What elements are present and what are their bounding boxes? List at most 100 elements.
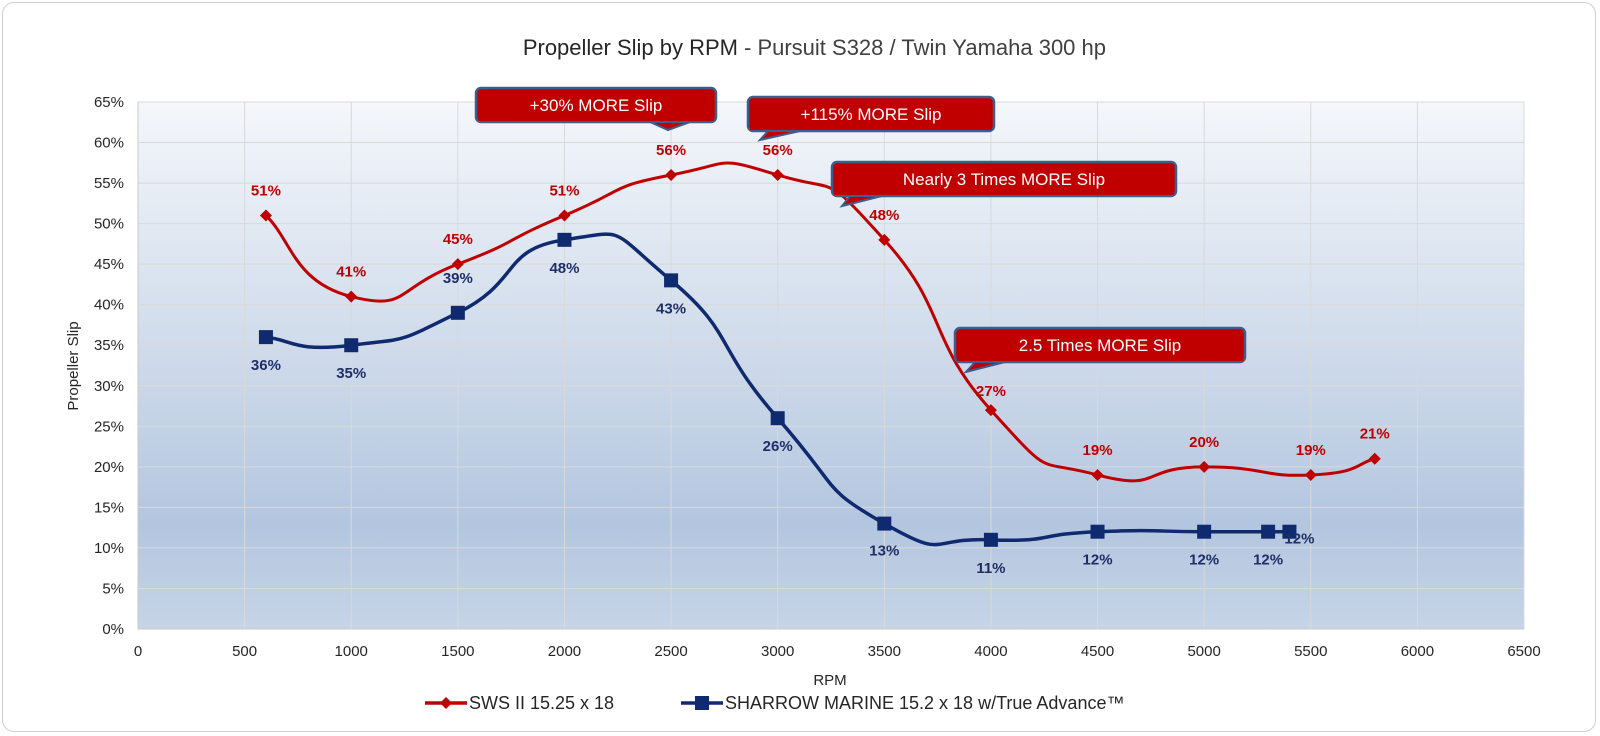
callout-text: +115% MORE Slip: [801, 105, 942, 124]
callout-box: 2.5 Times MORE Slip: [953, 326, 1247, 374]
legend-swatch-sws-marker: [440, 697, 452, 709]
chart-title-main: Propeller Slip by RPM: [523, 35, 738, 60]
legend-swatch-sharrow-marker: [695, 696, 709, 710]
series-layer: [258, 161, 1381, 547]
y-tick-label: 35%: [94, 337, 124, 354]
callout-text: +30% MORE Slip: [530, 96, 663, 115]
data-label: 48%: [549, 260, 579, 277]
data-point-marker: [665, 168, 678, 181]
y-tick-label: 45%: [94, 256, 124, 273]
legend-label-sws: SWS II 15.25 x 18: [469, 693, 614, 713]
data-label: 43%: [656, 300, 686, 317]
data-point-marker: [1090, 524, 1105, 539]
y-axis-ticks: 0% 5% 10% 15% 20% 25% 30% 35% 40% 45% 50% 55% 60% 65%: [94, 94, 124, 638]
data-label: 12%: [1253, 552, 1283, 569]
y-tick-label: 10%: [94, 540, 124, 557]
y-tick-label: 25%: [94, 418, 124, 435]
data-label: 12%: [1284, 531, 1314, 548]
legend: SWS II 15.25 x 18 SHARROW MARINE 15.2 x …: [425, 693, 1124, 713]
legend-item-sharrow[interactable]: SHARROW MARINE 15.2 x 18 w/True Advance™: [681, 693, 1124, 713]
callout-box: +115% MORE Slip: [746, 95, 996, 142]
data-label: 27%: [976, 383, 1006, 400]
data-label: 39%: [443, 270, 473, 287]
data-label: 19%: [1296, 442, 1326, 459]
callout-text: Nearly 3 Times MORE Slip: [903, 170, 1105, 189]
data-point-marker: [558, 209, 571, 222]
y-tick-label: 60%: [94, 135, 124, 152]
x-tick-label: 1000: [335, 643, 368, 660]
legend-label-sharrow: SHARROW MARINE 15.2 x 18 w/True Advance™: [725, 693, 1124, 713]
x-tick-label: 2000: [548, 643, 581, 660]
data-label: 13%: [869, 543, 899, 560]
data-label: 41%: [336, 264, 366, 281]
data-point-marker: [878, 233, 891, 246]
data-point-marker: [451, 258, 464, 271]
callout-box: Nearly 3 Times MORE Slip: [830, 160, 1178, 208]
x-tick-label: 0: [134, 643, 142, 660]
data-label: 19%: [1083, 442, 1113, 459]
data-point-marker: [1282, 524, 1297, 539]
data-point-marker: [771, 168, 784, 181]
x-tick-label: 5500: [1294, 643, 1327, 660]
data-label: 11%: [976, 560, 1005, 577]
data-point-marker: [1261, 524, 1276, 539]
data-point-marker: [344, 338, 359, 353]
data-point-marker: [770, 411, 785, 426]
y-tick-label: 30%: [94, 378, 124, 395]
data-label: 51%: [251, 183, 281, 200]
x-tick-label: 3500: [868, 643, 901, 660]
chart-subtitle: - Pursuit S328 / Twin Yamaha 300 hp: [744, 35, 1106, 60]
gridlines: [138, 101, 1525, 629]
x-tick-label: 4500: [1081, 643, 1114, 660]
data-point-marker: [450, 305, 465, 320]
chart-title: Propeller Slip by RPM: [523, 35, 738, 60]
y-tick-label: 0%: [102, 621, 124, 638]
data-point-marker: [258, 330, 273, 345]
x-tick-label: 2500: [654, 643, 687, 660]
callouts-layer: +30% MORE Slip +115% MORE Slip Nearly 3 Ti…: [474, 86, 1247, 374]
y-axis-title: Propeller Slip: [65, 321, 82, 410]
data-point-marker: [984, 404, 997, 417]
data-label: 36%: [251, 357, 281, 374]
x-tick-label: 500: [232, 643, 257, 660]
data-point-marker: [877, 516, 892, 531]
data-point-marker: [557, 232, 572, 247]
x-tick-label: 6500: [1507, 643, 1540, 660]
y-tick-label: 15%: [94, 499, 124, 516]
x-tick-label: 1500: [441, 643, 474, 660]
y-tick-label: 65%: [94, 94, 124, 111]
x-tick-label: 4000: [974, 643, 1007, 660]
data-point-marker: [259, 209, 272, 222]
data-label: 51%: [549, 183, 579, 200]
legend-item-sws[interactable]: SWS II 15.25 x 18: [425, 693, 614, 713]
x-tick-label: 3000: [761, 643, 794, 660]
data-label: 21%: [1360, 426, 1390, 443]
data-label: 12%: [1083, 552, 1113, 569]
data-label: 56%: [763, 142, 793, 159]
data-label: 56%: [656, 142, 686, 159]
data-point-marker: [345, 290, 358, 303]
data-point-marker: [1304, 468, 1317, 481]
data-point-marker: [1368, 452, 1381, 465]
data-label: 48%: [869, 207, 899, 224]
y-tick-label: 55%: [94, 175, 124, 192]
data-point-marker: [1198, 460, 1211, 473]
x-tick-label: 6000: [1401, 643, 1434, 660]
x-axis-title: RPM: [813, 672, 846, 689]
callout-box: +30% MORE Slip: [474, 86, 718, 132]
data-point-marker: [983, 532, 998, 547]
data-label: 45%: [443, 231, 473, 248]
data-point-marker: [1091, 468, 1104, 481]
data-point-marker: [1197, 524, 1212, 539]
callout-text: 2.5 Times MORE Slip: [1019, 336, 1182, 355]
data-labels-layer: 51% 41% 45% 51% 56% 56% 48% 27% 19% 20% 19% 21% 36% 3…: [251, 142, 1390, 577]
data-point-marker: [664, 273, 679, 288]
data-label: 20%: [1189, 434, 1219, 451]
y-tick-label: 50%: [94, 216, 124, 233]
y-tick-label: 5%: [102, 580, 124, 597]
data-label: 12%: [1189, 552, 1219, 569]
x-tick-label: 5000: [1187, 643, 1220, 660]
x-axis-ticks: 0 500 1000 1500 2000 2500 3000 3500 4000 4500 5000…: [134, 643, 1541, 660]
y-tick-label: 40%: [94, 297, 124, 314]
